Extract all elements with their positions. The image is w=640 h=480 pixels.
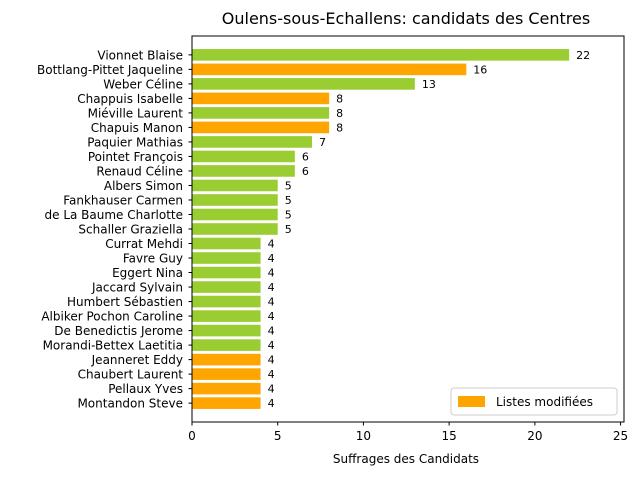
bar-value-label: 8 (336, 92, 343, 105)
bar-value-label: 4 (268, 354, 275, 367)
bar-value-label: 4 (268, 310, 275, 323)
bar (192, 150, 295, 163)
chart-title: Oulens-sous-Echallens: candidats des Cen… (222, 9, 590, 28)
bar (192, 49, 570, 61)
bar (192, 136, 312, 148)
y-tick-label: Favre Guy (123, 252, 183, 266)
y-tick-label: Jaccard Sylvain (91, 281, 183, 295)
bar (192, 165, 295, 177)
bar-value-label: 8 (336, 121, 343, 134)
bar (192, 397, 261, 409)
y-tick-label: Chaubert Laurent (78, 368, 184, 382)
bar (192, 92, 330, 105)
bar-value-label: 4 (268, 325, 275, 338)
bar-value-label: 4 (268, 252, 275, 265)
bar-value-label: 4 (268, 383, 275, 396)
bar (192, 121, 330, 134)
y-tick-label: Chapuis Manon (91, 121, 183, 135)
bar-value-label: 4 (268, 339, 275, 352)
bar-value-label: 7 (319, 136, 326, 149)
bar-value-label: 5 (285, 179, 292, 192)
y-tick-label: Albiker Pochon Caroline (41, 310, 183, 324)
plot-area: 22 Vionnet Blaise 16 Bottlang-Pittet Jaquel… (37, 48, 628, 443)
y-tick-label: Currat Mehdi (105, 237, 183, 251)
y-tick-label: Bottlang-Pittet Jaqueline (37, 63, 183, 77)
bar-value-label: 8 (336, 107, 343, 120)
bar (192, 266, 261, 279)
y-tick-label: Renaud Céline (96, 164, 183, 178)
bar (192, 339, 261, 351)
bar-value-label: 4 (268, 368, 275, 381)
y-tick-label: Jeanneret Eddy (91, 353, 183, 367)
bar (192, 368, 261, 380)
bar (192, 252, 261, 264)
x-tick-label: 5 (274, 429, 282, 443)
legend-swatch (458, 396, 485, 407)
bar (192, 223, 278, 235)
bar-value-label: 4 (268, 267, 275, 280)
y-tick-label: Humbert Sébastien (67, 295, 183, 309)
y-tick-label: Weber Céline (103, 77, 183, 91)
bar (192, 324, 261, 337)
bar (192, 353, 261, 366)
x-tick-label: 20 (527, 429, 542, 443)
bar (192, 78, 415, 90)
bar (192, 310, 261, 322)
bar (192, 281, 261, 293)
bar-value-label: 5 (285, 223, 292, 236)
bar-value-label: 16 (473, 63, 487, 76)
bar-value-label: 4 (268, 238, 275, 251)
y-tick-label: de La Baume Charlotte (45, 208, 184, 222)
bar-value-label: 13 (422, 78, 436, 91)
y-tick-label: Schaller Graziella (78, 223, 183, 237)
bar-value-label: 6 (302, 150, 309, 163)
x-tick-label: 25 (613, 429, 628, 443)
bar-value-label: 6 (302, 165, 309, 178)
y-tick-label: Chappuis Isabelle (77, 92, 183, 106)
y-tick-label: Montandon Steve (77, 397, 183, 411)
bar-value-label: 5 (285, 208, 292, 221)
x-tick-label: 0 (188, 429, 196, 443)
bar (192, 63, 467, 76)
bar-value-label: 22 (576, 49, 590, 62)
bar (192, 179, 278, 192)
y-tick-label: Miéville Laurent (88, 106, 184, 120)
y-tick-label: Morandi-Bettex Laetitia (43, 339, 183, 353)
legend-label: Listes modifiées (496, 395, 593, 409)
legend: Listes modifiées (450, 387, 618, 416)
axes-frame (191, 35, 625, 423)
bar-value-label: 4 (268, 397, 275, 410)
bar-value-label: 4 (268, 296, 275, 309)
y-tick-label: Pointet François (88, 150, 183, 164)
y-tick-label: Eggert Nina (112, 266, 183, 280)
bar (192, 208, 278, 221)
y-tick-label: Paquier Mathias (87, 135, 183, 149)
bar-value-label: 4 (268, 281, 275, 294)
y-tick-label: Albers Simon (104, 179, 183, 193)
y-tick-label: Fankhauser Carmen (63, 193, 183, 207)
bar (192, 237, 261, 250)
y-tick-label: Pellaux Yves (108, 382, 183, 396)
x-tick-label: 15 (442, 429, 457, 443)
legend-frame (450, 387, 618, 416)
x-tick-label: 10 (356, 429, 371, 443)
bar (192, 295, 261, 308)
y-tick-label: Vionnet Blaise (97, 48, 183, 62)
bar (192, 194, 278, 206)
y-tick-label: De Benedictis Jerome (54, 324, 183, 338)
bar-value-label: 5 (285, 194, 292, 207)
x-axis-label: Suffrages des Candidats (333, 452, 479, 466)
bar (192, 382, 261, 395)
bar (192, 107, 330, 119)
